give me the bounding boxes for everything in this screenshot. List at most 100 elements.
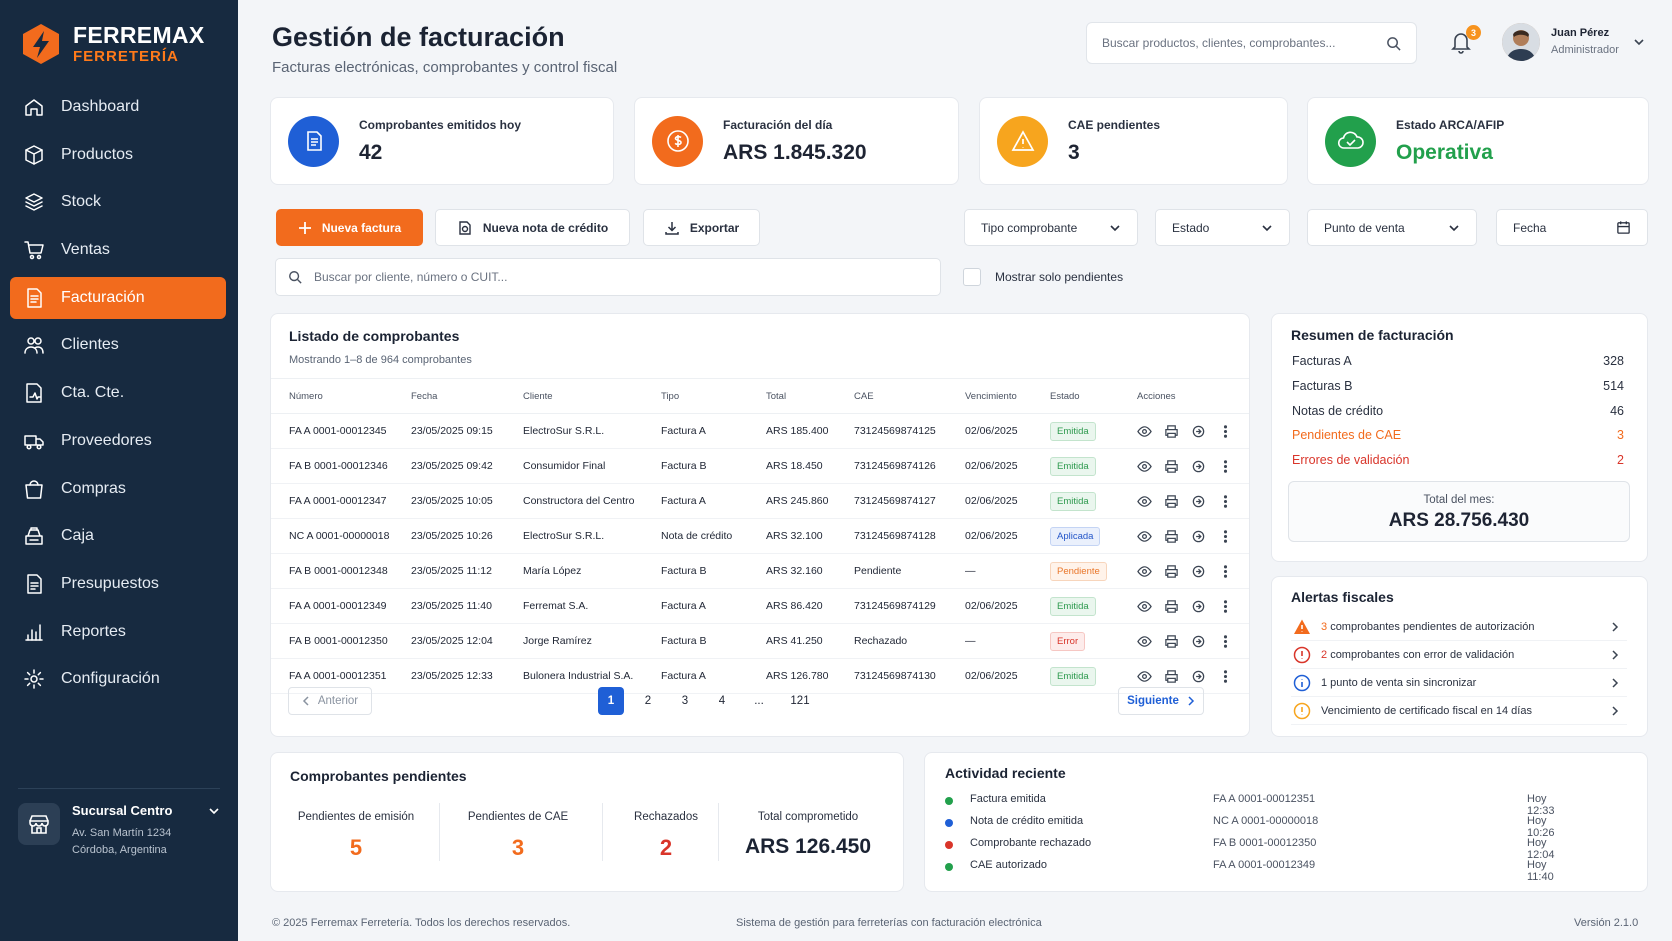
table-row[interactable]: FA B 0001-00012350 23/05/2025 12:04 Jorge … [271, 623, 1249, 659]
more-options-icon[interactable] [1218, 494, 1233, 509]
cell-venc: — [965, 553, 1050, 589]
next-page-button[interactable]: Siguiente [1118, 687, 1204, 715]
send-icon[interactable] [1191, 424, 1206, 439]
activity-item[interactable]: Nota de crédito emitida NC A 0001-0000001… [945, 813, 1555, 839]
invoice-search-input[interactable]: Buscar por cliente, número o CUIT... [275, 258, 941, 296]
table-row[interactable]: FA B 0001-00012348 23/05/2025 11:12 María … [271, 553, 1249, 589]
pos-filter-value: Punto de venta [1324, 220, 1405, 235]
sidebar-item-cart[interactable]: Ventas [10, 229, 226, 271]
sidebar-item-users[interactable]: Clientes [10, 324, 226, 366]
activity-text: Factura emitida [970, 793, 1046, 805]
sidebar-item-chart[interactable]: Reportes [10, 611, 226, 653]
export-button[interactable]: Exportar [643, 209, 760, 246]
sidebar-item-document[interactable]: Presupuestos [10, 563, 226, 605]
sidebar-item-account[interactable]: Cta. Cte. [10, 372, 226, 414]
summary-value: 514 [1603, 378, 1624, 393]
avatar[interactable] [1502, 23, 1540, 61]
fiscal-alert-item[interactable]: 1 punto de venta sin sincronizar [1291, 669, 1627, 697]
sidebar-item-gear[interactable]: Configuración [10, 658, 226, 700]
view-icon[interactable] [1137, 669, 1152, 684]
cell-estado: Emitida [1050, 588, 1137, 624]
activity-item[interactable]: Comprobante rechazado FA B 0001-00012350 H… [945, 835, 1555, 861]
send-icon[interactable] [1191, 459, 1206, 474]
more-options-icon[interactable] [1218, 599, 1233, 614]
sidebar-item-label: Facturación [61, 288, 145, 306]
fiscal-alert-item[interactable]: 3 comprobantes pendientes de autorizació… [1291, 613, 1627, 641]
send-icon[interactable] [1191, 529, 1206, 544]
view-icon[interactable] [1137, 634, 1152, 649]
send-icon[interactable] [1191, 634, 1206, 649]
branch-selector[interactable]: Sucursal Centro Av. San Martín 1234 Córd… [18, 788, 220, 859]
print-icon[interactable] [1164, 459, 1179, 474]
print-icon[interactable] [1164, 529, 1179, 544]
view-icon[interactable] [1137, 424, 1152, 439]
page-button[interactable]: 4 [718, 695, 726, 707]
bell-icon[interactable] [1450, 30, 1472, 54]
chevron-down-icon [1110, 224, 1120, 231]
view-icon[interactable] [1137, 564, 1152, 579]
new-invoice-button[interactable]: Nueva factura [276, 209, 423, 246]
view-icon[interactable] [1137, 599, 1152, 614]
print-icon[interactable] [1164, 634, 1179, 649]
table-row[interactable]: FA A 0001-00012347 23/05/2025 10:05 Constr… [271, 483, 1249, 519]
view-icon[interactable] [1137, 529, 1152, 544]
more-options-icon[interactable] [1218, 459, 1233, 474]
print-icon[interactable] [1164, 669, 1179, 684]
more-options-icon[interactable] [1218, 529, 1233, 544]
fiscal-alert-item[interactable]: 2 comprobantes con error de validación [1291, 641, 1627, 669]
page-button[interactable]: 121 [790, 695, 810, 707]
status-badge: Error [1050, 631, 1086, 651]
table-row[interactable]: FA B 0001-00012346 23/05/2025 09:42 Consum… [271, 448, 1249, 484]
print-icon[interactable] [1164, 564, 1179, 579]
date-filter-input[interactable]: Fecha [1496, 209, 1648, 246]
table-row[interactable]: NC A 0001-00000018 23/05/2025 10:26 Electr… [271, 518, 1249, 554]
only-pending-checkbox[interactable] [963, 268, 981, 286]
rejected-label: Rechazados [634, 811, 698, 823]
page-button[interactable]: 3 [681, 695, 689, 707]
brand[interactable]: FERREMAX FERRETERÍA [20, 22, 204, 66]
status-filter-select[interactable]: Estado [1155, 209, 1290, 246]
more-options-icon[interactable] [1218, 634, 1233, 649]
send-icon[interactable] [1191, 494, 1206, 509]
table-row[interactable]: FA A 0001-00012345 23/05/2025 09:15 Electr… [271, 413, 1249, 449]
table-row[interactable]: FA A 0001-00012349 23/05/2025 11:40 Ferrem… [271, 588, 1249, 624]
view-icon[interactable] [1137, 494, 1152, 509]
cell-venc: 02/06/2025 [965, 448, 1050, 484]
sidebar-item-box[interactable]: Productos [10, 134, 226, 176]
view-icon[interactable] [1137, 459, 1152, 474]
more-options-icon[interactable] [1218, 424, 1233, 439]
chevron-down-icon[interactable] [1633, 36, 1645, 48]
cell-estado: Emitida [1050, 413, 1137, 449]
new-credit-note-button[interactable]: Nueva nota de crédito [435, 209, 630, 246]
send-icon[interactable] [1191, 564, 1206, 579]
activity-item[interactable]: Factura emitida FA A 0001-00012351 Hoy 12:… [945, 791, 1555, 817]
alert-text: 2 comprobantes con error de validación [1321, 649, 1514, 661]
only-pending-label[interactable]: Mostrar solo pendientes [995, 270, 1124, 284]
fiscal-alert-item[interactable]: Vencimiento de certificado fiscal en 14 … [1291, 697, 1627, 725]
sidebar-item-home[interactable]: Dashboard [10, 86, 226, 128]
pos-filter-select[interactable]: Punto de venta [1307, 209, 1477, 246]
page-button[interactable]: 1 [598, 687, 624, 715]
sidebar-item-bag[interactable]: Compras [10, 468, 226, 510]
more-options-icon[interactable] [1218, 564, 1233, 579]
print-icon[interactable] [1164, 494, 1179, 509]
more-options-icon[interactable] [1218, 669, 1233, 684]
send-icon[interactable] [1191, 599, 1206, 614]
table-row[interactable]: FA A 0001-00012351 23/05/2025 12:33 Bulone… [271, 658, 1249, 694]
sidebar-item-layers[interactable]: Stock [10, 181, 226, 223]
prev-page-button[interactable]: Anterior [288, 687, 372, 715]
sidebar-item-truck[interactable]: Proveedores [10, 420, 226, 462]
send-icon[interactable] [1191, 669, 1206, 684]
chevron-down-icon[interactable] [208, 805, 220, 817]
activity-item[interactable]: CAE autorizado FA A 0001-00012349 Hoy 11:4… [945, 857, 1554, 883]
global-search-input[interactable]: Buscar productos, clientes, comprobantes… [1086, 22, 1417, 64]
print-icon[interactable] [1164, 599, 1179, 614]
print-icon[interactable] [1164, 424, 1179, 439]
sidebar-item-label: Stock [61, 193, 102, 211]
page-button[interactable]: 2 [644, 695, 652, 707]
sidebar-item-register[interactable]: Caja [10, 515, 226, 557]
credit-note-icon [459, 220, 471, 235]
next-page-label: Siguiente [1127, 695, 1179, 707]
type-filter-select[interactable]: Tipo comprobante [964, 209, 1138, 246]
sidebar-item-invoice[interactable]: Facturación [10, 276, 226, 319]
